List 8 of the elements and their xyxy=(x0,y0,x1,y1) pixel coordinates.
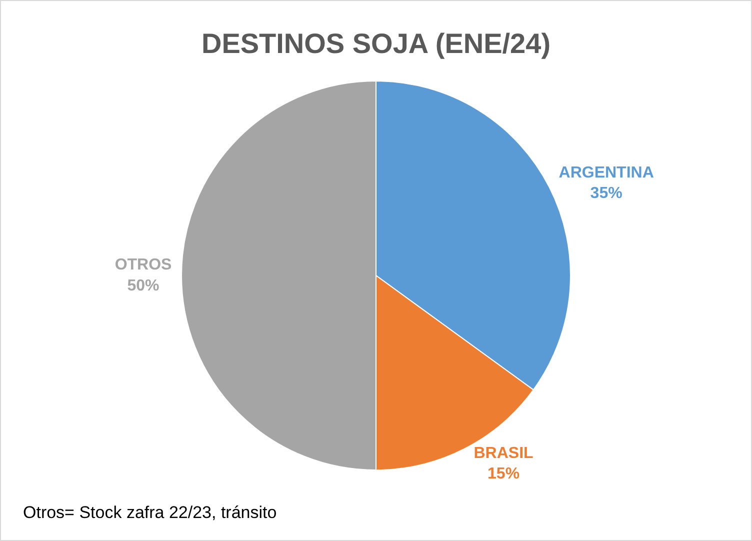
data-label: 15% xyxy=(488,466,520,483)
chart-title: DESTINOS SOJA (ENE/24) xyxy=(201,28,551,59)
slice-label: OTROS xyxy=(114,256,172,274)
data-label: 35% xyxy=(590,185,622,202)
slice-label: BRASIL xyxy=(474,444,534,462)
text: Otros= Stock zafra 22/23, tránsito xyxy=(23,503,277,522)
slice-label: ARGENTINA xyxy=(558,164,654,182)
data-label: 50% xyxy=(127,277,160,294)
